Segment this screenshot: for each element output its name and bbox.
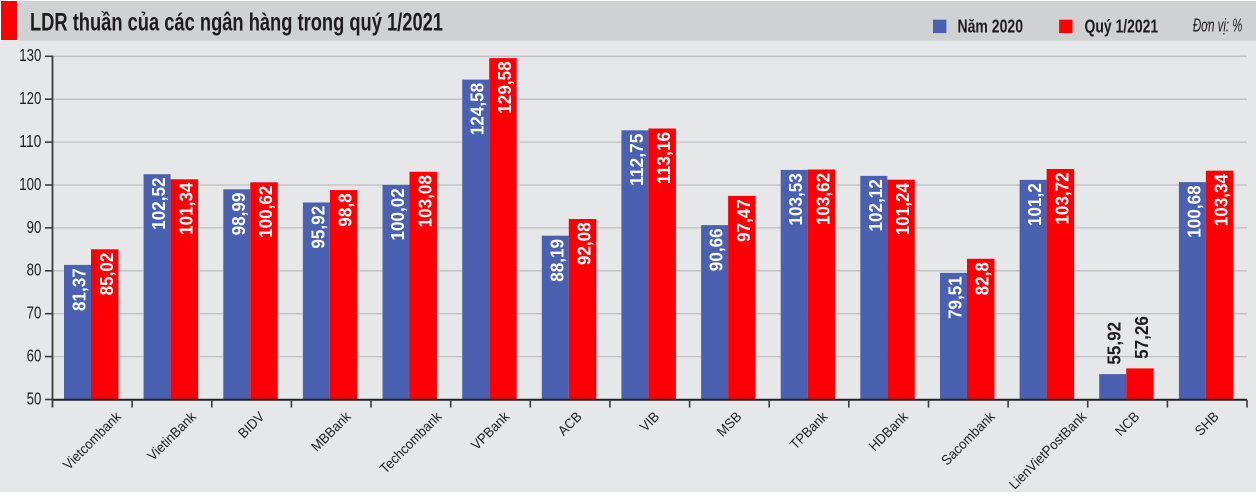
svg-text:103,53: 103,53 [786,173,806,225]
svg-text:88,19: 88,19 [547,239,567,282]
svg-text:103,34: 103,34 [1212,174,1232,226]
svg-text:98,8: 98,8 [336,193,356,226]
svg-text:113,16: 113,16 [654,132,674,184]
svg-text:102,12: 102,12 [866,179,886,231]
svg-text:90: 90 [27,217,42,237]
svg-text:100,62: 100,62 [256,186,276,238]
svg-text:60: 60 [27,346,42,366]
svg-text:101,24: 101,24 [893,183,913,235]
svg-text:103,72: 103,72 [1052,172,1072,224]
svg-text:80: 80 [27,260,42,280]
svg-text:103,62: 103,62 [814,173,834,225]
svg-text:92,08: 92,08 [575,222,595,265]
svg-text:Đơn vị: %: Đơn vị: % [1193,15,1243,36]
svg-text:81,37: 81,37 [70,268,90,311]
svg-text:85,02: 85,02 [97,253,117,296]
svg-text:110: 110 [19,131,41,151]
svg-text:Năm 2020: Năm 2020 [958,15,1024,36]
svg-text:120: 120 [19,88,41,108]
svg-text:70: 70 [27,303,42,323]
svg-text:LDR thuần của các ngân hàng tr: LDR thuần của các ngân hàng trong quý 1/… [30,8,443,36]
svg-text:100: 100 [19,174,41,194]
svg-text:112,75: 112,75 [627,134,647,186]
svg-text:100,02: 100,02 [388,188,408,240]
svg-text:90,66: 90,66 [707,228,727,271]
svg-text:55,92: 55,92 [1105,322,1125,365]
svg-text:57,26: 57,26 [1132,316,1152,359]
svg-text:79,51: 79,51 [946,276,966,319]
svg-text:101,34: 101,34 [176,183,196,235]
svg-text:97,47: 97,47 [734,199,754,242]
svg-text:130: 130 [19,45,41,65]
svg-text:50: 50 [27,388,42,408]
svg-text:100,68: 100,68 [1184,185,1204,237]
svg-text:101,2: 101,2 [1025,183,1045,226]
svg-text:98,99: 98,99 [229,193,249,236]
svg-text:102,52: 102,52 [149,178,169,230]
svg-text:82,8: 82,8 [973,262,993,295]
svg-text:129,58: 129,58 [495,61,515,113]
svg-text:Quý 1/2021: Quý 1/2021 [1085,15,1159,36]
svg-text:103,08: 103,08 [415,175,435,227]
svg-text:95,92: 95,92 [308,206,328,249]
svg-text:124,58: 124,58 [468,83,488,135]
